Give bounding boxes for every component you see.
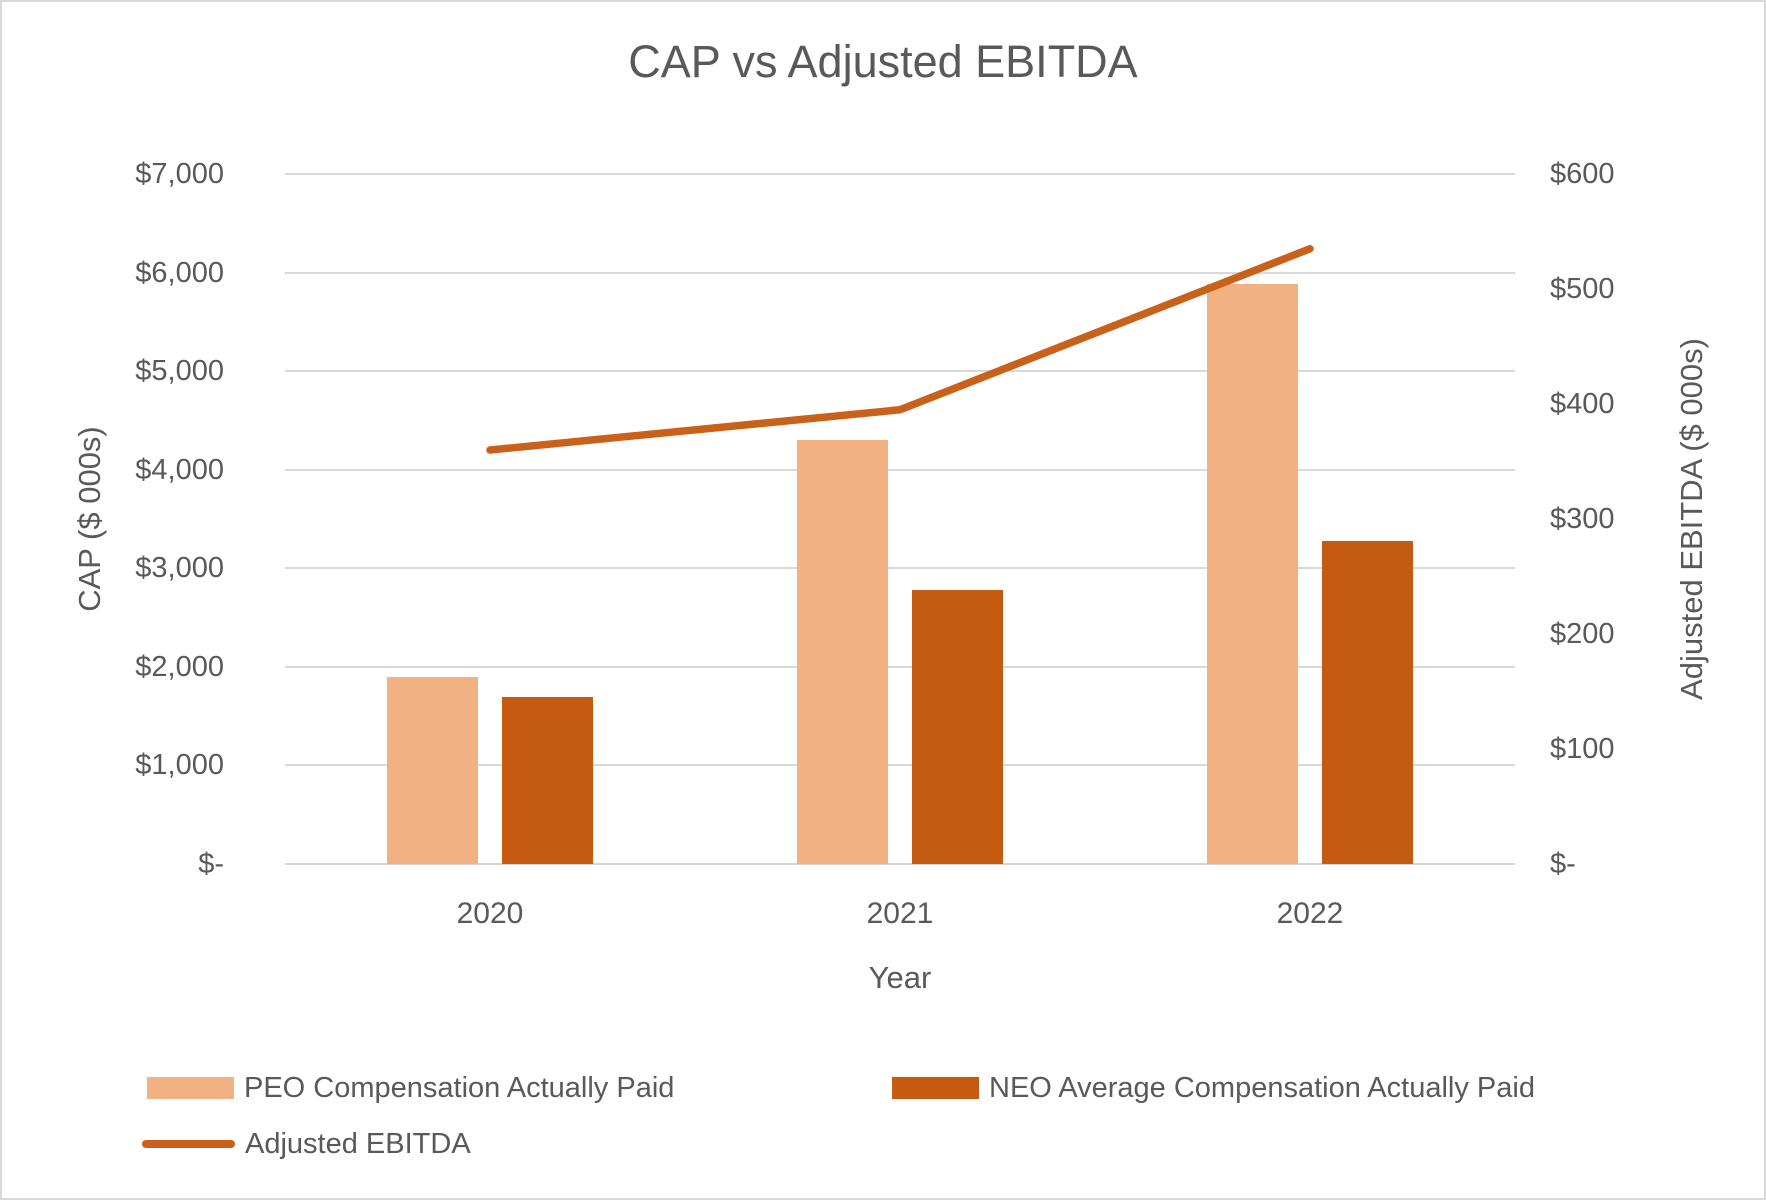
category-label-2022: 2022 [1276,897,1344,930]
legend-item-neo: NEO Average Compensation Actually Paid [892,1072,1535,1105]
category-label-2021: 2021 [866,897,934,930]
right-axis-tick: $600 [1550,158,1615,190]
right-axis-tick: $400 [1550,388,1615,420]
peo-bar-2022 [1207,284,1298,864]
right-axis-tick: $100 [1550,733,1615,765]
left-axis-title: CAP ($ 000s) [72,426,107,612]
peo-bar-2021 [797,440,888,864]
neo-bar-2021 [912,590,1003,864]
right-axis-tick: $300 [1550,503,1615,535]
left-axis-tick: $1,000 [135,749,224,782]
gridline [285,665,1515,668]
right-axis-tick: $- [1550,848,1576,880]
gridline [285,370,1515,373]
peo-legend-label: PEO Compensation Actually Paid [244,1071,675,1104]
gridline [285,764,1515,767]
category-label-2020: 2020 [456,897,524,930]
peo-bar-2020 [387,676,478,864]
legend-row-2: Adjusted EBITDA [142,1126,531,1162]
peo-legend-swatch [147,1077,234,1099]
neo-bar-2020 [502,697,593,864]
gridline [285,468,1515,471]
legend-row-1: PEO Compensation Actually Paid [147,1070,734,1106]
x-axis-line [285,863,1515,865]
gridline [285,567,1515,570]
gridline [285,271,1515,274]
left-axis-tick: $5,000 [135,355,224,388]
legend-row-1b: NEO Average Compensation Actually Paid [892,1070,1595,1106]
neo-bar-2022 [1322,540,1413,864]
left-axis-tick: $- [198,848,224,880]
chart-title: CAP vs Adjusted EBITDA [628,36,1138,87]
legend-item-peo: PEO Compensation Actually Paid [147,1072,674,1105]
left-axis-tick: $7,000 [135,158,224,190]
right-axis-title: Adjusted EBITDA ($ 000s) [1674,338,1709,700]
left-axis-tick: $6,000 [135,256,224,289]
left-axis-tick: $3,000 [135,552,224,585]
x-axis-title: Year [868,960,932,995]
neo-legend-label: NEO Average Compensation Actually Paid [989,1071,1535,1104]
neo-legend-swatch [892,1077,979,1099]
ebitda-legend-label: Adjusted EBITDA [245,1127,471,1160]
legend-item-ebitda: Adjusted EBITDA [142,1128,471,1161]
left-axis-tick: $4,000 [135,453,224,486]
plot-area: $- $1,000 $2,000 $3,000 $4,000 $5,000 $6,000 $7… [135,159,1614,930]
gridline [285,173,1515,175]
right-axis-tick: $200 [1550,618,1615,650]
right-axis-tick: $500 [1550,273,1615,305]
left-axis-tick: $2,000 [135,650,224,683]
ebitda-line [486,245,1314,454]
ebitda-legend-line-swatch [142,1140,235,1148]
